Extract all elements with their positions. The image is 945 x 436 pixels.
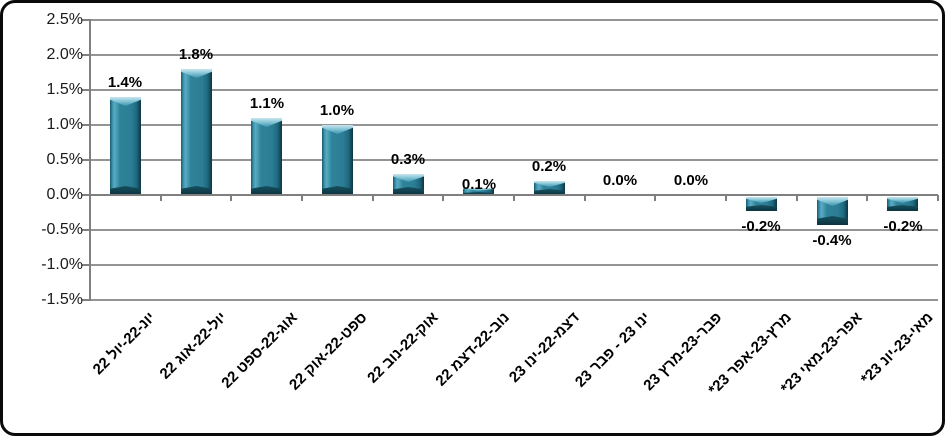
bar: [887, 197, 918, 211]
x-axis-category-label: יונ-22-יול 22: [89, 309, 160, 379]
bar-value-label: 1.8%: [178, 46, 214, 63]
x-axis-category-label: ינו 23 - פבר 23: [572, 309, 655, 391]
gridline: [90, 124, 938, 126]
y-axis-line: [89, 19, 91, 301]
y-axis-tick-mark: [82, 299, 90, 301]
bar: [110, 97, 141, 195]
bar-value-label: 1.4%: [107, 74, 143, 91]
y-axis-tick-mark: [82, 19, 90, 21]
bar: [817, 197, 848, 225]
gridline: [90, 159, 938, 161]
bar-value-label: -0.2%: [741, 218, 781, 235]
bar-value-label: -0.4%: [812, 232, 852, 249]
y-axis-tick-label: 0.5%: [46, 151, 83, 168]
x-axis-tick-mark: [937, 195, 939, 201]
gridline: [90, 229, 938, 231]
x-axis-tick-mark: [725, 195, 727, 201]
bar: [251, 118, 282, 195]
bar-value-label: 0.2%: [531, 158, 567, 175]
bar-value-label: 0.1%: [461, 176, 497, 193]
y-axis-tick-label: 2.0%: [46, 46, 83, 63]
x-axis-category-label: דצמ-22-ינו 23: [506, 309, 584, 386]
bar: [534, 181, 565, 195]
x-axis-category-label: נוב-22-דצמ 22: [432, 309, 514, 390]
x-axis-tick-mark: [372, 195, 374, 201]
y-axis-tick-label: 0.0%: [46, 186, 83, 203]
y-axis-tick-mark: [82, 89, 90, 91]
y-axis-tick-label: 2.5%: [46, 11, 83, 28]
x-axis-tick-mark: [301, 195, 303, 201]
x-axis-tick-mark: [584, 195, 586, 201]
bar-value-label: 1.1%: [249, 95, 285, 112]
y-axis-tick-label: -1.5%: [41, 291, 83, 308]
y-axis-tick-label: -1.0%: [41, 256, 83, 273]
gridline: [90, 299, 938, 301]
x-axis-category-label: יול-22-אוג 22: [156, 309, 231, 383]
bars-layer: [3, 3, 942, 433]
data-labels-layer: 2.5% 2.0% 1.5% 1.0% 0.5% 0.0% -0.5% -1.0% -1.5% 1…: [3, 3, 942, 433]
bar: [746, 197, 777, 211]
y-axis-tick-label: -0.5%: [41, 221, 83, 238]
y-axis-tick-mark: [82, 159, 90, 161]
bar: [322, 125, 353, 195]
x-axis-category-label: אוק-22-נוב 22: [364, 309, 443, 387]
gridline: [90, 89, 938, 91]
bar: [463, 188, 494, 195]
category-axis-layer: יונ-22-יול 22 יול-22-אוג 22 אוג-22-ספט 22 ס…: [3, 3, 942, 433]
x-axis-tick-mark: [866, 195, 868, 201]
x-axis-tick-mark: [89, 195, 91, 201]
gridline: [90, 54, 938, 56]
gridlines-layer: [3, 3, 942, 433]
y-axis-tick-mark: [82, 124, 90, 126]
x-axis-category-label: מאי-23-יונ 23*: [858, 309, 938, 388]
bar-value-label: -0.2%: [883, 218, 923, 235]
bar-value-label: 1.0%: [319, 102, 355, 119]
gridline: [90, 264, 938, 266]
x-axis-tick-mark: [654, 195, 656, 201]
x-axis-tick-mark: [230, 195, 232, 201]
bar-value-label: 0.3%: [390, 151, 426, 168]
bar: [181, 69, 212, 195]
axes-layer: [3, 3, 942, 433]
x-axis-tick-mark: [442, 195, 444, 201]
y-axis-tick-mark: [82, 229, 90, 231]
y-axis-tick-label: 1.5%: [46, 81, 83, 98]
y-axis-tick-mark: [82, 54, 90, 56]
x-axis-tick-mark: [796, 195, 798, 201]
x-axis-tick-mark: [160, 195, 162, 201]
gridline: [90, 19, 938, 21]
y-axis-tick-label: 1.0%: [46, 116, 83, 133]
y-axis-tick-mark: [82, 194, 90, 196]
x-axis-tick-mark: [513, 195, 515, 201]
bar: [393, 174, 424, 195]
bar-value-label: 0.0%: [602, 172, 638, 189]
bar-value-label: 0.0%: [673, 172, 709, 189]
y-axis-tick-mark: [82, 264, 90, 266]
